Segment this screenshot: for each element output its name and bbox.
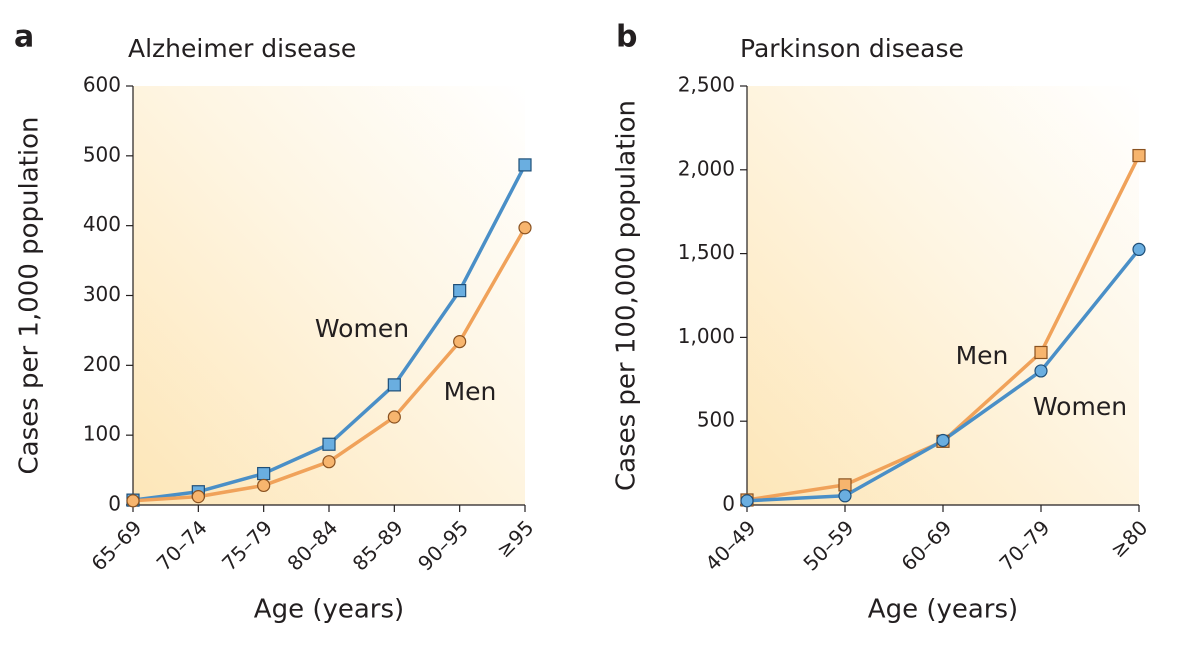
marker <box>518 221 532 235</box>
x-axis-label: Age (years) <box>254 595 404 625</box>
panel-label: b <box>616 20 637 55</box>
y-tick-label: 500 <box>83 142 121 166</box>
marker <box>838 478 852 492</box>
marker <box>387 378 401 392</box>
series-label: Men <box>444 377 497 406</box>
marker <box>257 478 271 493</box>
y-axis-label: Cases per 1,000 population <box>15 117 45 475</box>
series-label: Women <box>1033 392 1127 421</box>
x-tick-label: 80–84 <box>282 515 342 575</box>
x-tick-label: 40–49 <box>700 515 760 575</box>
marker <box>1132 242 1146 257</box>
y-tick-label: 500 <box>697 408 735 432</box>
marker <box>191 490 205 504</box>
y-axis-label: Cases per 100,000 population <box>612 100 642 491</box>
x-tick-label: 70–79 <box>994 515 1054 575</box>
marker <box>740 494 754 508</box>
marker <box>126 494 140 508</box>
series-label: Women <box>315 314 409 343</box>
y-tick-label: 2,000 <box>678 156 735 180</box>
marker <box>1034 345 1048 360</box>
x-tick-label: 50–59 <box>798 515 858 575</box>
marker <box>257 466 271 481</box>
marker <box>322 437 336 451</box>
marker <box>322 455 336 469</box>
marker <box>387 410 401 424</box>
chart-title: Alzheimer disease <box>128 34 356 63</box>
x-tick-label: 70–74 <box>152 515 212 575</box>
marker <box>1034 364 1048 378</box>
y-tick-label: 300 <box>83 282 121 306</box>
y-tick-label: 600 <box>83 73 121 97</box>
y-tick-label: 100 <box>83 422 121 446</box>
x-tick-label: 65–69 <box>86 515 146 575</box>
x-tick-label: ≥95 <box>492 515 539 562</box>
y-tick-label: 200 <box>83 352 121 376</box>
y-tick-label: 400 <box>83 212 121 236</box>
y-tick-label: 0 <box>722 492 735 516</box>
panel-label: a <box>14 20 34 55</box>
y-tick-label: 2,500 <box>678 73 735 97</box>
series-label: Men <box>956 341 1009 370</box>
x-tick-label: 85–89 <box>348 515 408 575</box>
x-tick-label: 75–79 <box>217 515 277 575</box>
x-tick-label: ≥80 <box>1106 515 1153 562</box>
marker <box>518 158 532 172</box>
marker <box>453 284 467 298</box>
y-tick-label: 0 <box>108 492 121 516</box>
x-tick-label: 60–69 <box>896 515 956 575</box>
y-tick-label: 1,000 <box>678 324 735 348</box>
x-tick-label: 90–95 <box>413 515 473 575</box>
marker <box>936 433 950 448</box>
marker <box>453 334 467 349</box>
x-axis-label: Age (years) <box>868 595 1018 625</box>
marker <box>1132 148 1146 163</box>
y-tick-label: 1,500 <box>678 240 735 264</box>
marker <box>838 489 852 503</box>
chart-title: Parkinson disease <box>740 34 964 63</box>
